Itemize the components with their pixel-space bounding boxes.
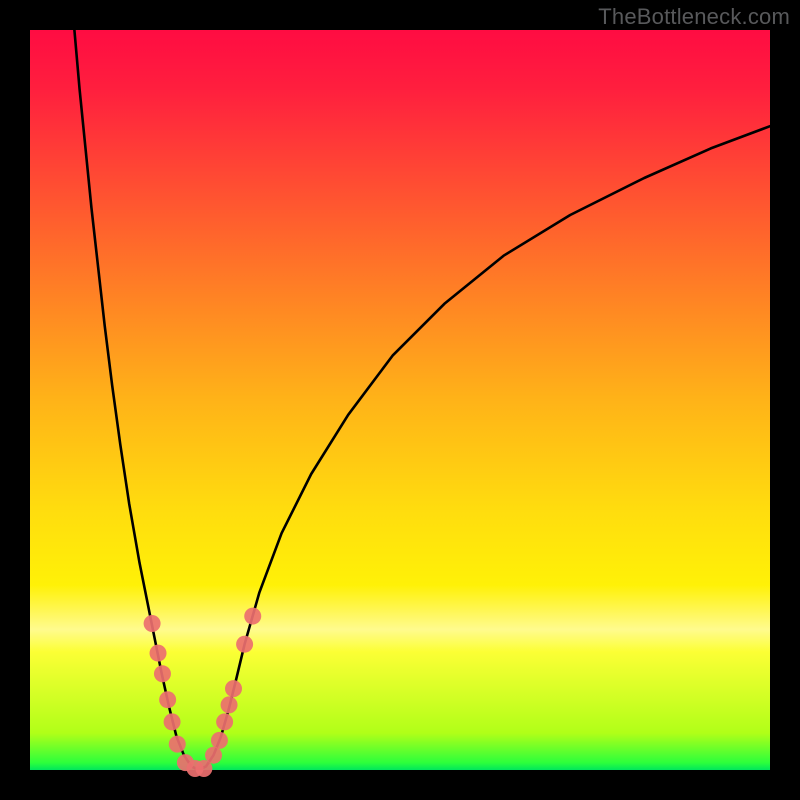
data-point-marker (150, 645, 167, 662)
data-point-marker (154, 665, 171, 682)
plot-area (30, 30, 770, 770)
chart-frame: TheBottleneck.com (0, 0, 800, 800)
data-point-marker (211, 732, 228, 749)
data-point-marker (216, 713, 233, 730)
data-point-marker (144, 615, 161, 632)
data-point-marker (225, 680, 242, 697)
chart-svg (30, 30, 770, 770)
watermark-text: TheBottleneck.com (598, 4, 790, 30)
data-point-marker (164, 713, 181, 730)
data-point-marker (221, 696, 238, 713)
data-point-marker (205, 747, 222, 764)
data-point-marker (169, 736, 186, 753)
data-point-marker (244, 608, 261, 625)
bottleneck-curve (74, 30, 770, 770)
data-point-marker (236, 636, 253, 653)
data-point-marker (159, 691, 176, 708)
